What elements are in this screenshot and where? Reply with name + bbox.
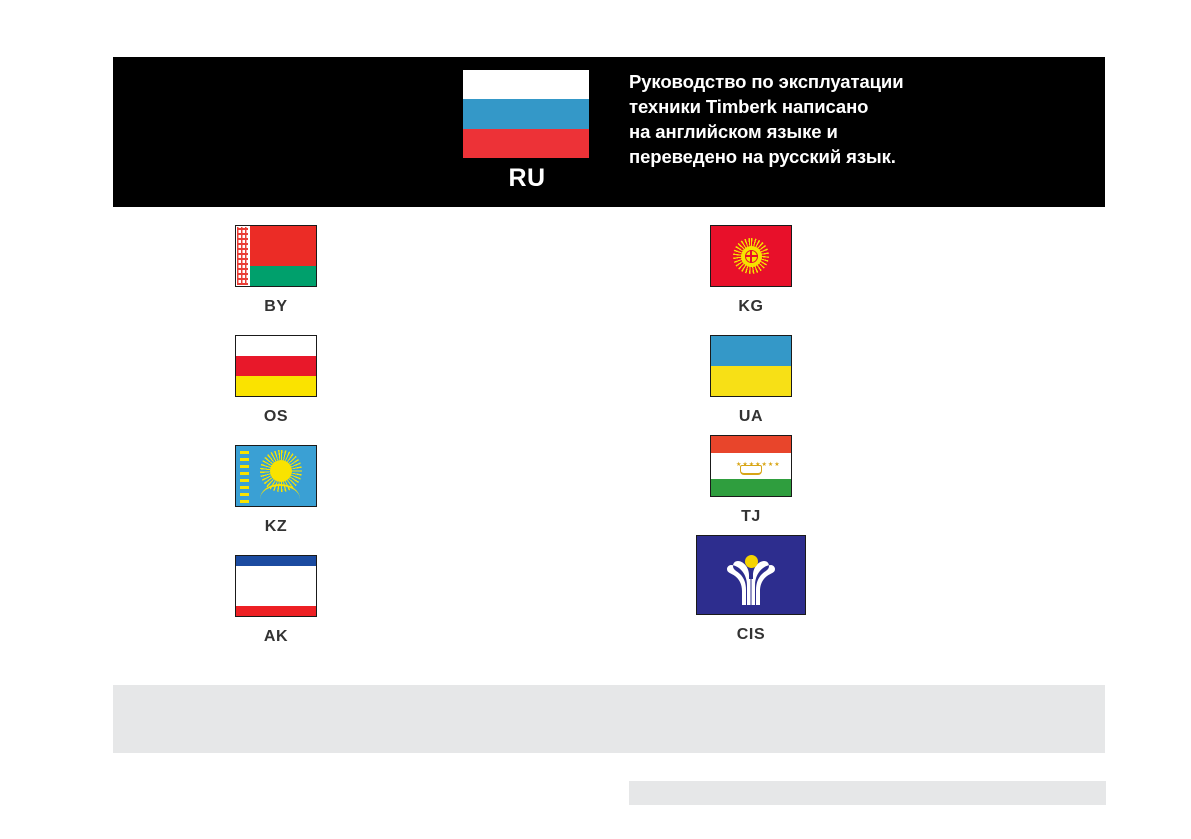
south-ossetia-stripe-red — [236, 356, 316, 376]
crimea-stripe-red — [236, 605, 316, 616]
russia-flag-stripe-blue — [463, 99, 589, 129]
flag-item-ua[interactable]: UA — [666, 335, 836, 425]
flag-item-os[interactable]: OS — [191, 335, 361, 425]
flag-item-by[interactable]: BY — [191, 225, 361, 315]
flag-caption-ua: UA — [738, 408, 764, 425]
kyrgyzstan-flag-icon — [710, 225, 792, 287]
cis-sun-dot — [744, 555, 758, 569]
tajikistan-flag-icon: ★★★★★★★ — [710, 435, 792, 497]
flag-caption-kz: KZ — [264, 518, 288, 535]
kazakhstan-eagle — [260, 484, 300, 499]
flag-caption-kg: KG — [738, 298, 764, 315]
flag-caption-by: BY — [264, 298, 288, 315]
south-ossetia-stripe-white — [236, 336, 316, 356]
tajikistan-stripe-green — [711, 479, 791, 496]
narrow-content-bar — [629, 781, 1106, 805]
russia-flag-stripe-white — [463, 70, 589, 100]
flag-caption-tj: TJ — [741, 508, 761, 525]
header-flag-block: RU — [463, 70, 591, 191]
header-notice-band: RU Руководство по эксплуатации техники T… — [113, 57, 1105, 207]
belarus-flag-ornament — [236, 226, 250, 286]
russia-flag-stripe-red — [463, 128, 589, 158]
ukraine-stripe-blue — [711, 336, 791, 366]
header-flag-label: RU — [508, 164, 546, 192]
flag-item-kg[interactable]: KG — [666, 225, 836, 315]
flag-caption-os: OS — [263, 408, 289, 425]
flag-item-cis[interactable]: CIS — [666, 535, 836, 643]
ukraine-flag-icon — [710, 335, 792, 397]
flag-item-tj[interactable]: ★★★★★★★ TJ — [666, 435, 836, 525]
flag-grid: BY OS KZ AK — [113, 225, 1105, 665]
flag-caption-ak: AK — [263, 628, 289, 645]
crimea-stripe-blue — [236, 556, 316, 567]
tajikistan-crown — [740, 465, 762, 476]
crimea-stripe-white — [236, 566, 316, 606]
belarus-flag-green-field — [236, 265, 316, 286]
tajikistan-stars: ★★★★★★★ — [736, 461, 781, 468]
ukraine-stripe-yellow — [711, 366, 791, 396]
flag-item-ak[interactable]: AK — [191, 555, 361, 645]
kazakhstan-flag-icon — [235, 445, 317, 507]
crimea-flag-icon — [235, 555, 317, 617]
belarus-flag-icon — [235, 225, 317, 287]
kazakhstan-sun-disc — [270, 460, 292, 483]
cis-hands-emblem — [727, 561, 775, 606]
tajikistan-stripe-red — [711, 436, 791, 453]
wide-content-bar — [113, 685, 1105, 753]
russia-flag-icon — [463, 70, 589, 158]
cis-emblem-flag-icon — [696, 535, 806, 615]
south-ossetia-flag-icon — [235, 335, 317, 397]
kyrgyzstan-tunduk — [744, 249, 758, 263]
kazakhstan-ornament — [240, 449, 249, 503]
flag-caption-cis: CIS — [736, 626, 766, 643]
south-ossetia-stripe-yellow — [236, 376, 316, 396]
flag-item-kz[interactable]: KZ — [191, 445, 361, 535]
header-notice-text: Руководство по эксплуатации техники Timb… — [629, 71, 904, 167]
